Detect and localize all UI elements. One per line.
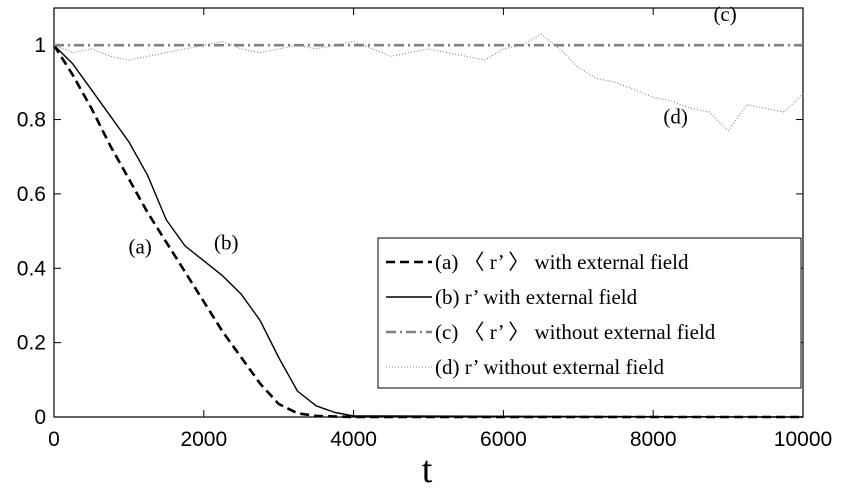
legend-entry-label: (b) r’ with external field <box>435 285 638 309</box>
y-tick-label: 0.2 <box>17 332 46 355</box>
curve-label-b: (b) <box>214 231 239 255</box>
y-tick-label: 0.8 <box>17 109 46 132</box>
legend-entry-label: (d) r’ without external field <box>435 355 664 379</box>
x-tick-label: 0 <box>48 428 60 451</box>
x-tick-label: 10000 <box>774 428 832 451</box>
legend: (a) 〈 r’ 〉 with external field (b) r’ wit… <box>377 237 802 389</box>
series-line-a <box>52 44 803 419</box>
curve-label-a: (a) <box>128 234 151 258</box>
y-tick-label: 0 <box>34 406 46 429</box>
y-tick-label: 0.4 <box>17 257 47 280</box>
legend-box <box>377 237 802 389</box>
x-tick-label: 4000 <box>330 428 377 451</box>
curve-label-c: (c) <box>713 2 736 26</box>
x-axis-label: t <box>422 449 433 491</box>
y-tick-label: 1 <box>34 34 46 57</box>
x-tick-label: 8000 <box>630 428 677 451</box>
x-tick-label: 6000 <box>480 428 527 451</box>
x-tick-label: 2000 <box>180 428 227 451</box>
curve-label-d: (d) <box>663 104 688 128</box>
series-line-d <box>53 33 804 132</box>
y-tick-label: 0.6 <box>17 183 46 206</box>
legend-entry-label: (a) 〈 r’ 〉 with external field <box>435 250 689 274</box>
legend-entry-label: (c) 〈 r’ 〉 without external field <box>435 320 716 344</box>
series-line-b <box>53 44 804 418</box>
